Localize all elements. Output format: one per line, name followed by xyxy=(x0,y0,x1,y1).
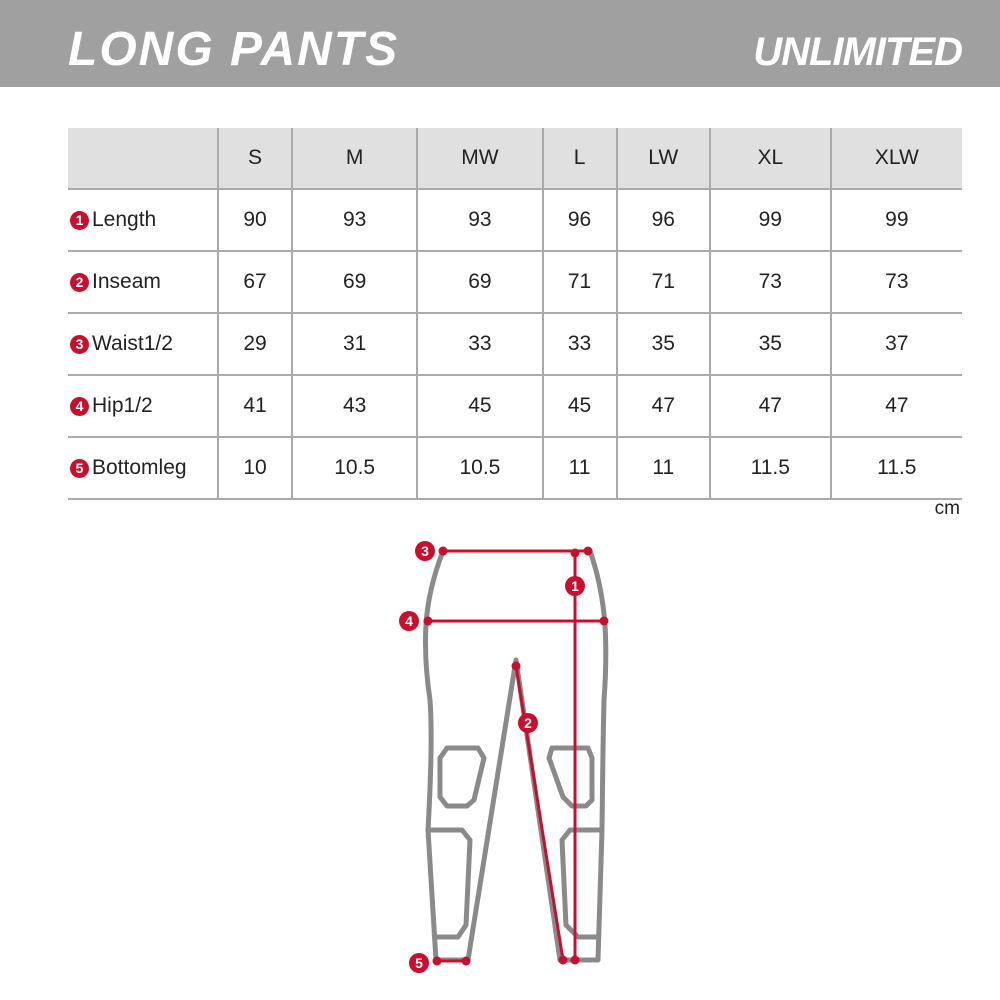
value-cell: 11.5 xyxy=(708,437,831,500)
row-label: 4 Hip1/2 xyxy=(68,375,218,438)
value-cell: 69 xyxy=(416,251,543,314)
diagram-marker xyxy=(518,713,538,733)
value-cell: 67 xyxy=(216,251,293,314)
value-cell: 47 xyxy=(615,375,710,438)
col-header: LW xyxy=(615,128,710,190)
measure-name: Waist1/2 xyxy=(92,332,173,355)
value-cell: 96 xyxy=(541,189,617,252)
value-cell: 43 xyxy=(291,375,418,438)
value-cell: 96 xyxy=(615,189,710,252)
diagram-marker xyxy=(409,953,429,973)
pants-outline xyxy=(423,550,609,963)
col-header: XLW xyxy=(829,128,962,190)
table-row: 3 Waist1/2 29 31 33 33 35 35 37 xyxy=(68,313,962,376)
table-header-row: S M MW L LW XL XLW xyxy=(68,128,962,190)
value-cell: 29 xyxy=(216,313,293,376)
marker-badge: 1 xyxy=(70,211,89,230)
size-table: S M MW L LW XL XLW 1 Length 90 93 93 96 96 99 99… xyxy=(68,128,962,500)
value-cell: 71 xyxy=(615,251,710,314)
marker-badge: 4 xyxy=(70,397,89,416)
value-cell: 73 xyxy=(829,251,962,314)
diagram-marker-label: 5 xyxy=(415,955,423,971)
value-cell: 10 xyxy=(216,437,293,500)
value-cell: 35 xyxy=(708,313,831,376)
value-cell: 37 xyxy=(829,313,962,376)
value-cell: 35 xyxy=(615,313,710,376)
diagram-marker xyxy=(415,541,435,561)
value-cell: 45 xyxy=(541,375,617,438)
diagram-marker-label: 3 xyxy=(421,543,429,559)
diagram-marker xyxy=(399,611,419,631)
value-cell: 11 xyxy=(615,437,710,500)
measure-name: Length xyxy=(92,208,157,231)
value-cell: 45 xyxy=(416,375,543,438)
brand-logo: UNLIMITED xyxy=(753,30,963,74)
col-header: XL xyxy=(708,128,831,190)
value-cell: 71 xyxy=(541,251,617,314)
table-row: 5 Bottomleg 10 10.5 10.5 11 11 11.5 11.5 xyxy=(68,437,962,500)
value-cell: 11 xyxy=(541,437,617,500)
right-knee-pad xyxy=(546,745,595,809)
col-header: MW xyxy=(416,128,543,190)
measure-name: Inseam xyxy=(92,270,161,293)
marker-badge: 2 xyxy=(70,273,89,292)
table-row: 4 Hip1/2 41 43 45 45 47 47 47 xyxy=(68,375,962,438)
value-cell: 33 xyxy=(541,313,617,376)
corner-cell xyxy=(68,128,218,190)
value-cell: 33 xyxy=(416,313,543,376)
value-cell: 31 xyxy=(291,313,418,376)
value-cell: 99 xyxy=(829,189,962,252)
table-row: 2 Inseam 67 69 69 71 71 73 73 xyxy=(68,251,962,314)
row-label: 5 Bottomleg xyxy=(68,437,218,500)
left-shin-panel xyxy=(428,827,473,940)
row-label: 1 Length xyxy=(68,189,218,252)
value-cell: 41 xyxy=(216,375,293,438)
marker-badge: 3 xyxy=(70,335,89,354)
col-header: S xyxy=(216,128,293,190)
diagram-marker-label: 4 xyxy=(405,613,413,629)
value-cell: 10.5 xyxy=(416,437,543,500)
value-cell: 69 xyxy=(291,251,418,314)
row-label: 3 Waist1/2 xyxy=(68,313,218,376)
left-knee-pad xyxy=(437,745,487,809)
marker-badge: 5 xyxy=(70,459,89,478)
col-header: L xyxy=(541,128,617,190)
right-shin-panel xyxy=(559,827,602,940)
table-row: 1 Length 90 93 93 96 96 99 99 xyxy=(68,189,962,252)
value-cell: 93 xyxy=(416,189,543,252)
diagram-marker-label: 2 xyxy=(524,715,532,731)
value-cell: 99 xyxy=(708,189,831,252)
inseam-line xyxy=(514,665,565,961)
value-cell: 47 xyxy=(829,375,962,438)
value-cell: 93 xyxy=(291,189,418,252)
value-cell: 90 xyxy=(216,189,293,252)
value-cell: 73 xyxy=(708,251,831,314)
diagram-marker xyxy=(565,576,585,596)
page-title: LONG PANTS xyxy=(68,23,400,76)
value-cell: 11.5 xyxy=(829,437,962,500)
diagram-marker-label: 1 xyxy=(571,578,579,594)
measure-name: Bottomleg xyxy=(92,456,187,479)
col-header: M xyxy=(291,128,418,190)
row-label: 2 Inseam xyxy=(68,251,218,314)
header-banner: LONG PANTS UNLIMITED xyxy=(0,0,1000,87)
value-cell: 10.5 xyxy=(291,437,418,500)
measure-name: Hip1/2 xyxy=(92,394,153,417)
unit-label: cm xyxy=(934,498,960,519)
value-cell: 47 xyxy=(708,375,831,438)
